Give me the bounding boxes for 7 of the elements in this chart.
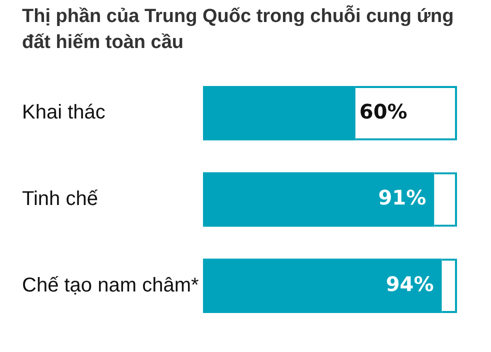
y-tick-label: Khai thác [22,102,106,124]
y-tick-label: Tinh chế [22,188,98,210]
y-tick-label: Chế tạo nam châm* [22,274,199,296]
data-label: 91% [378,186,426,210]
data-label: 94% [386,272,434,296]
chart-title: Thị phần của Trung Quốc trong chuỗi cung ứng đất hiếm toàn cầu [22,4,455,55]
data-label: 60% [359,99,408,124]
